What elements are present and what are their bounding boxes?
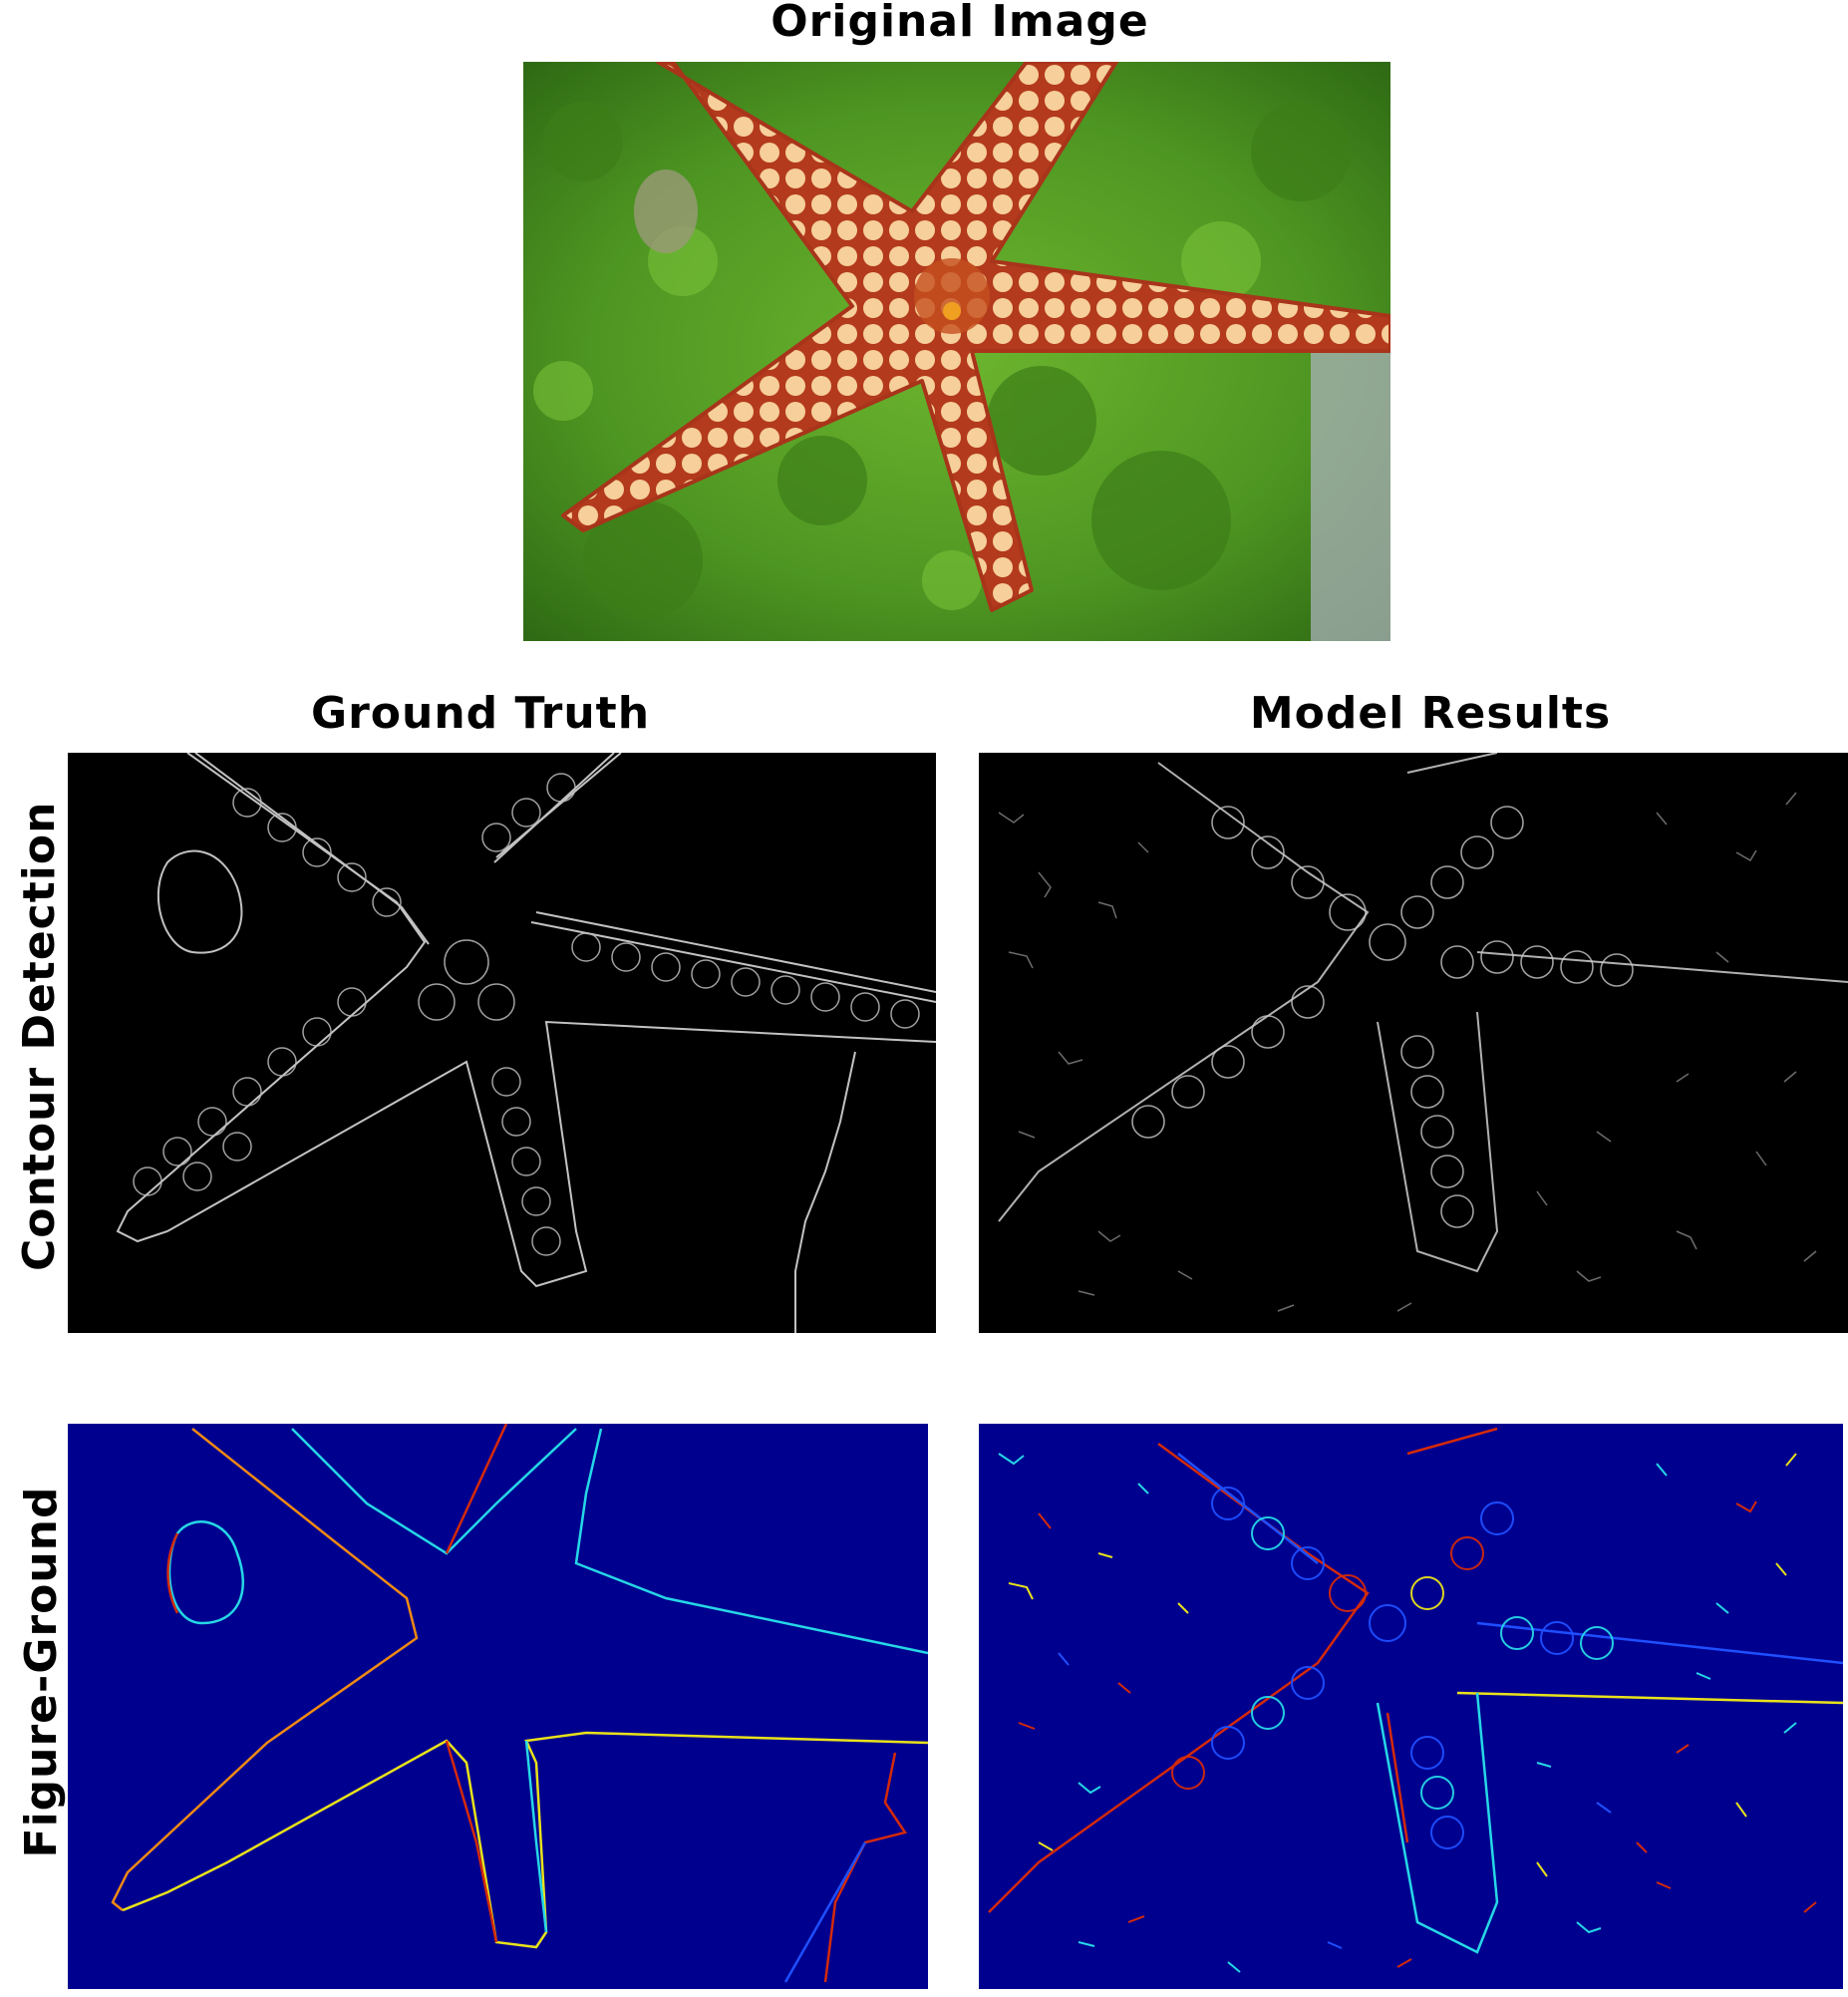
contour-model-results xyxy=(998,753,1848,1312)
figure-ground-ground-truth-panel xyxy=(68,1424,928,1989)
ground-truth-title: Ground Truth xyxy=(310,688,651,739)
model-results-title: Model Results xyxy=(1249,688,1612,739)
starfish-photo xyxy=(523,62,1390,641)
contour-detection-row-label: Contour Detection xyxy=(14,801,65,1271)
figure-ground-row-label: Figure-Ground xyxy=(16,1486,67,1858)
figure-ground-model-results xyxy=(988,1427,1843,1973)
contour-model-results-panel xyxy=(979,753,1848,1333)
figure-ground-ground-truth xyxy=(111,1424,928,1983)
original-image-panel xyxy=(523,62,1390,641)
contour-ground-truth xyxy=(116,753,936,1333)
original-image-title: Original Image xyxy=(770,0,1149,47)
figure-ground-model-results-panel xyxy=(979,1424,1843,1989)
contour-ground-truth-panel xyxy=(68,753,936,1333)
